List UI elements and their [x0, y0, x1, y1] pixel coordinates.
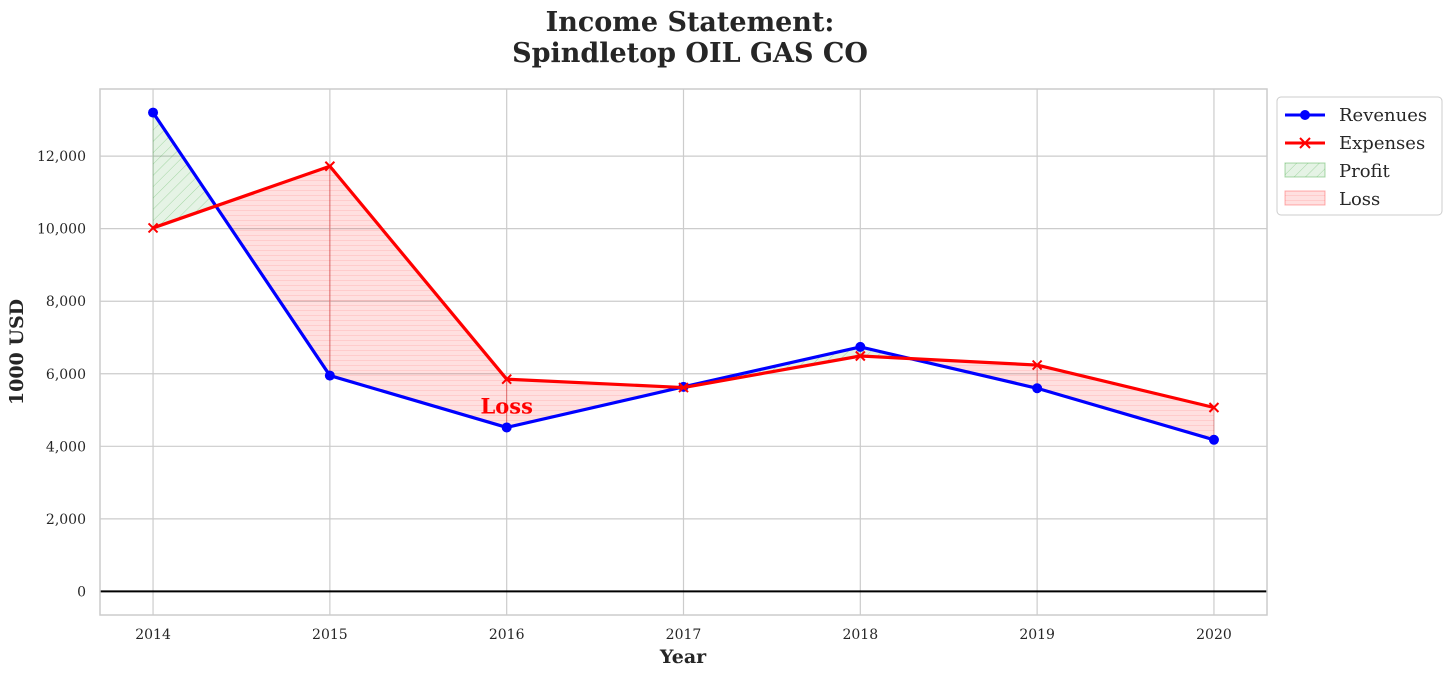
loss-annotation: Loss — [480, 393, 532, 418]
plot-frame — [99, 88, 1268, 616]
x-tick-label-2: 2016 — [489, 627, 525, 643]
loss-area-0-1 — [215, 165, 331, 377]
revenues-point-2015 — [324, 370, 335, 381]
y-tick-labels: 0 2,000 4,000 6,000 8,000 10,000 12,000 — [37, 149, 86, 600]
revenues-point-2016 — [501, 422, 512, 433]
legend-item-revenues: Revenues — [1285, 105, 1427, 126]
revenues-point-2020 — [1208, 434, 1219, 445]
legend-revenues-marker — [1300, 110, 1310, 120]
x-axis-label: Year — [659, 646, 707, 668]
y-tick-label-6: 12,000 — [37, 149, 86, 165]
x-tick-labels: 2014 2015 2016 2017 2018 2019 2020 — [135, 627, 1232, 643]
expenses-point-2017 — [678, 382, 689, 393]
expenses-point-2020 — [1208, 402, 1220, 413]
x-tick-label-1: 2015 — [312, 627, 348, 643]
legend-loss-label: Loss — [1339, 189, 1380, 210]
legend: Revenues Expenses Profit Loss — [1276, 96, 1443, 216]
revenues-point-2018 — [855, 341, 866, 352]
revenues-point-2019 — [1032, 383, 1043, 394]
loss-area-1-0 — [329, 165, 508, 428]
expenses-point-2016 — [501, 373, 512, 385]
chart-title-line1: Income Statement: — [546, 7, 835, 38]
y-tick-label-4: 8,000 — [46, 294, 86, 310]
legend-expenses-marker — [1299, 137, 1311, 149]
expenses-point-2019 — [1031, 359, 1043, 371]
y-tick-label-3: 6,000 — [46, 367, 86, 383]
revenues-point-2014 — [148, 107, 159, 118]
grid-lines — [100, 89, 1267, 615]
series-lines — [147, 107, 1220, 445]
x-tick-label-0: 2014 — [135, 627, 171, 643]
y-tick-label-2: 4,000 — [46, 439, 86, 455]
y-tick-label-1: 2,000 — [46, 512, 86, 528]
x-tick-label-4: 2018 — [842, 627, 878, 643]
legend-loss-swatch — [1284, 190, 1326, 206]
legend-item-profit: Profit — [1284, 161, 1391, 182]
legend-expenses-label: Expenses — [1339, 133, 1425, 154]
x-tick-label-3: 2017 — [666, 627, 702, 643]
legend-profit-swatch — [1284, 162, 1326, 178]
legend-item-loss: Loss — [1284, 189, 1380, 210]
expenses-point-2018 — [855, 350, 866, 362]
expenses-point-2014 — [147, 222, 159, 234]
x-tick-label-5: 2019 — [1019, 627, 1055, 643]
legend-box — [1276, 96, 1443, 216]
legend-revenues-label: Revenues — [1339, 105, 1427, 126]
y-tick-label-0: 0 — [77, 584, 86, 600]
chart-title-line2: Spindletop OIL GAS CO — [512, 38, 868, 69]
y-tick-label-5: 10,000 — [37, 222, 86, 238]
x-tick-label-6: 2020 — [1196, 627, 1232, 643]
legend-profit-label: Profit — [1339, 161, 1391, 182]
legend-item-expenses: Expenses — [1285, 133, 1425, 154]
y-axis-label: 1000 USD — [6, 299, 28, 405]
expenses-point-2015 — [324, 161, 336, 172]
